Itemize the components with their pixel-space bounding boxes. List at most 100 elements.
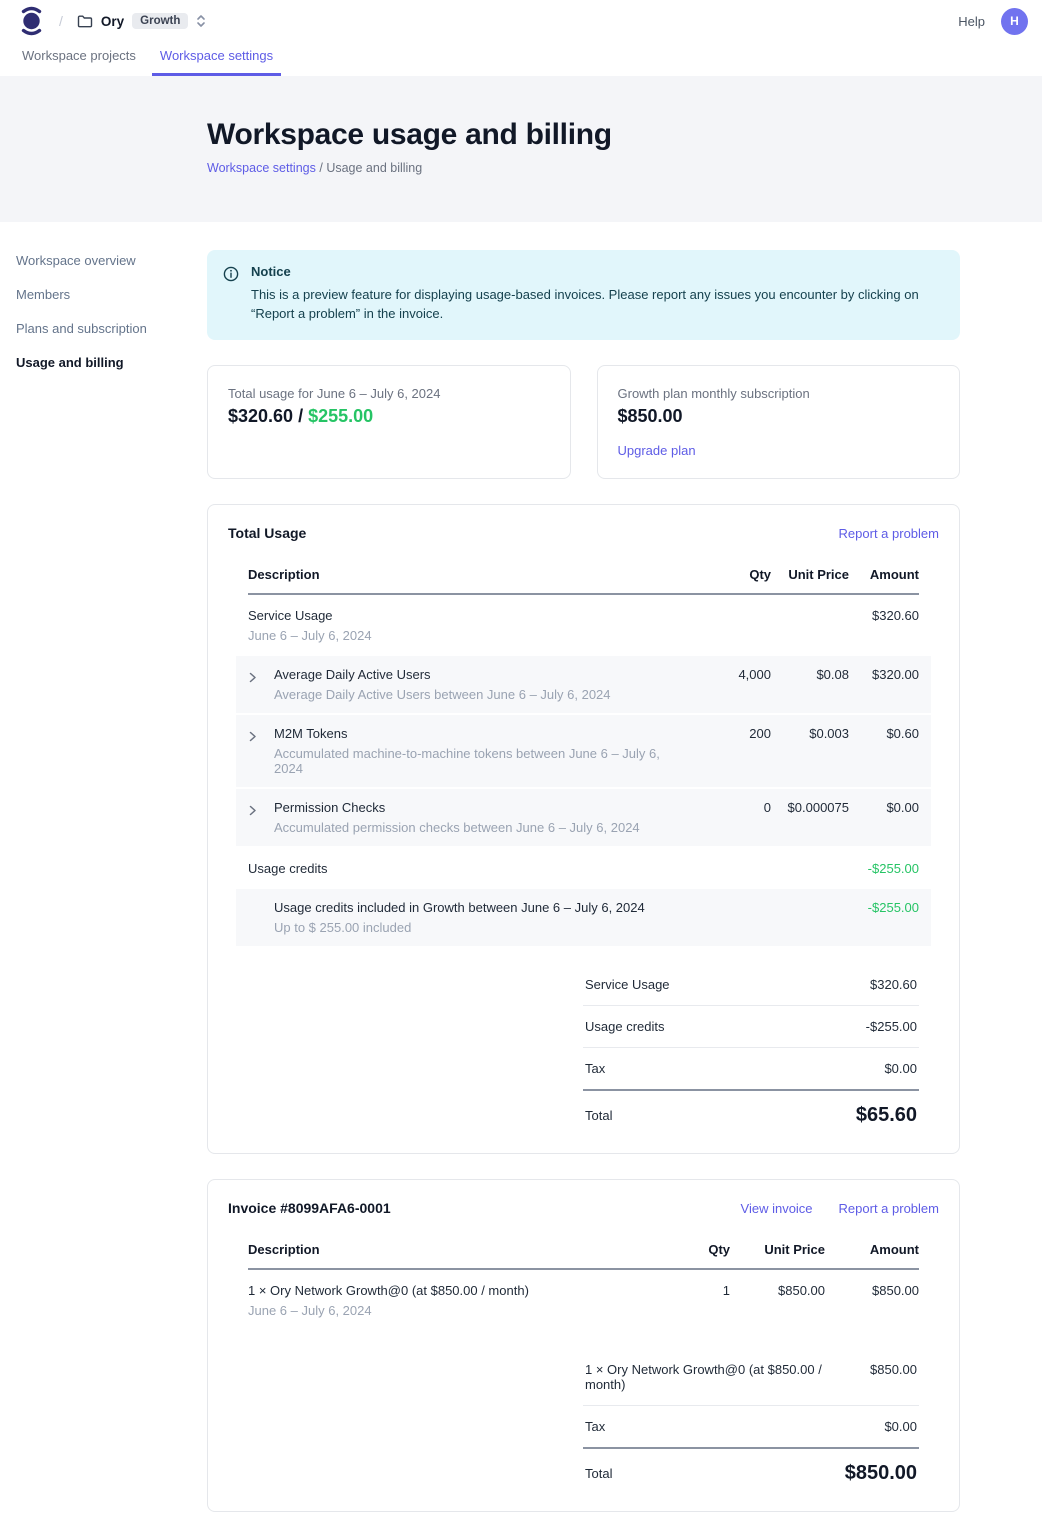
usage-item-row-m2m[interactable]: M2M Tokens Accumulated machine-to-machin… — [236, 715, 931, 788]
summary-row-total: Total $65.60 — [585, 1104, 917, 1127]
upgrade-plan-link[interactable]: Upgrade plan — [617, 443, 696, 459]
item-unit-price: $0.08 — [816, 667, 849, 683]
sidebar-item-plans-and-subscription[interactable]: Plans and subscription — [16, 321, 147, 336]
invoice-panel-title: Invoice #8099AFA6-0001 — [228, 1200, 391, 1217]
credit-detail-amount: -$255.00 — [867, 900, 919, 916]
summary-row-total: Total $850.00 — [585, 1462, 917, 1485]
usage-item-row-permission-checks[interactable]: Permission Checks Accumulated permission… — [236, 789, 931, 847]
line-unit-price: $850.00 — [778, 1283, 825, 1299]
col-unit-price: Unit Price — [764, 1242, 825, 1258]
expand-chevron-icon[interactable] — [248, 726, 266, 776]
item-subtitle: Average Daily Active Users between June … — [274, 687, 611, 703]
page-title: Workspace usage and billing — [207, 118, 612, 151]
usage-table: Description Qty Unit Price Amount Servic… — [236, 557, 931, 1127]
view-invoice-link[interactable]: View invoice — [740, 1201, 813, 1217]
workspace-selector[interactable]: Ory Growth — [77, 13, 207, 29]
total-usage-card: Total usage for June 6 – July 6, 2024 $3… — [207, 365, 571, 480]
line-qty: 1 — [722, 1283, 730, 1299]
expand-chevron-icon[interactable] — [248, 667, 266, 702]
credits-title: Usage credits — [248, 861, 328, 877]
notice-body: This is a preview feature for displaying… — [251, 287, 919, 322]
total-usage-value: $320.60 / $255.00 — [228, 406, 374, 427]
workspace-tabbar: Workspace projects Workspace settings — [0, 42, 1042, 76]
usage-summary: Service Usage $320.60 Usage credits -$255.… — [583, 964, 919, 1127]
breadcrumb-workspace-settings-link[interactable]: Workspace settings — [207, 161, 316, 175]
summary-row-service-usage: Service Usage $320.60 — [583, 964, 919, 1007]
notice-banner: Notice This is a preview feature for dis… — [207, 250, 960, 341]
credit-detail-title: Usage credits included in Growth between… — [274, 900, 645, 916]
sidebar-item-members[interactable]: Members — [16, 287, 71, 302]
group-title: Service Usage — [248, 608, 333, 624]
content-column: Notice This is a preview feature for dis… — [207, 250, 960, 1513]
notice-title: Notice — [251, 264, 291, 279]
credits-amount: -$255.00 — [867, 861, 919, 877]
invoice-line-row: 1 × Ory Network Growth@0 (at $850.00 / m… — [248, 1270, 919, 1331]
settings-sidebar: Workspace overview Members Plans and sub… — [0, 250, 207, 386]
summary-row-usage-credits: Usage credits -$255.00 — [583, 1006, 919, 1049]
summary-row-tax: Tax $0.00 — [583, 1048, 919, 1092]
col-description: Description — [248, 567, 320, 583]
sidebar-item-workspace-overview[interactable]: Workspace overview — [16, 253, 136, 268]
col-unit-price: Unit Price — [788, 567, 849, 583]
invoice-summary: 1 × Ory Network Growth@0 (at $850.00 / m… — [583, 1349, 919, 1485]
item-title: Average Daily Active Users — [274, 667, 431, 683]
col-amount: Amount — [869, 1242, 919, 1258]
usage-table-header: Description Qty Unit Price Amount — [248, 557, 919, 596]
item-title: M2M Tokens — [274, 726, 348, 742]
tab-workspace-projects[interactable]: Workspace projects — [22, 48, 136, 63]
col-amount: Amount — [869, 567, 919, 583]
plan-price: $850.00 — [617, 406, 683, 427]
invoice-total-value: $850.00 — [844, 1462, 917, 1485]
usage-group-row: Service Usage June 6 – July 6, 2024 $320… — [248, 595, 919, 656]
group-period: June 6 – July 6, 2024 — [248, 628, 372, 644]
workspace-plan-badge: Growth — [132, 13, 189, 29]
item-title: Permission Checks — [274, 800, 386, 816]
item-subtitle: Accumulated permission checks between Ju… — [274, 820, 640, 836]
total-usage-panel: Total Usage Report a problem Description… — [207, 504, 960, 1155]
item-amount: $320.00 — [872, 667, 919, 683]
page-hero: Workspace usage and billing Workspace se… — [0, 76, 1042, 222]
usage-credit-value: $255.00 — [308, 406, 374, 427]
line-period: June 6 – July 6, 2024 — [248, 1303, 372, 1319]
report-problem-link[interactable]: Report a problem — [838, 526, 939, 542]
usage-credit-detail-row: Usage credits included in Growth between… — [236, 889, 931, 947]
summary-row-tax: Tax $0.00 — [583, 1406, 919, 1450]
usage-item-row-adau[interactable]: Average Daily Active Users Average Daily… — [236, 656, 931, 714]
item-unit-price: $0.003 — [809, 726, 849, 742]
breadcrumb-separator: / — [59, 13, 63, 29]
total-usage-label: Total usage for June 6 – July 6, 2024 — [228, 386, 441, 402]
ory-logo-icon[interactable] — [18, 5, 45, 37]
col-qty: Qty — [749, 567, 771, 583]
invoice-table-header: Description Qty Unit Price Amount — [248, 1232, 919, 1271]
item-subtitle: Accumulated machine-to-machine tokens be… — [274, 746, 660, 777]
item-qty: 200 — [749, 726, 771, 742]
group-amount: $320.60 — [872, 608, 919, 624]
col-qty: Qty — [708, 1242, 730, 1258]
chevron-updown-icon[interactable] — [196, 14, 206, 28]
item-unit-price: $0.000075 — [787, 800, 849, 816]
report-problem-link[interactable]: Report a problem — [838, 1201, 939, 1217]
usage-panel-title: Total Usage — [228, 525, 307, 542]
info-icon — [223, 266, 239, 323]
invoice-table: Description Qty Unit Price Amount 1 × Or… — [248, 1232, 919, 1485]
item-amount: $0.00 — [886, 800, 919, 816]
workspace-name: Ory — [100, 13, 125, 29]
col-description: Description — [248, 1242, 320, 1258]
expand-chevron-icon[interactable] — [248, 800, 266, 835]
sidebar-item-usage-and-billing[interactable]: Usage and billing — [16, 355, 124, 370]
breadcrumb-current: Usage and billing — [326, 161, 423, 175]
item-amount: $0.60 — [886, 726, 919, 742]
folder-icon — [77, 14, 93, 28]
avatar[interactable]: H — [1001, 7, 1028, 35]
topbar: / Ory Growth Help H — [0, 0, 1042, 42]
item-qty: 0 — [763, 800, 771, 816]
line-title: 1 × Ory Network Growth@0 (at $850.00 / m… — [248, 1283, 529, 1299]
help-link[interactable]: Help — [958, 13, 985, 29]
summary-row-line-item: 1 × Ory Network Growth@0 (at $850.00 / m… — [583, 1349, 919, 1407]
tab-workspace-settings[interactable]: Workspace settings — [151, 42, 282, 76]
breadcrumb-slash: / — [319, 161, 323, 175]
line-amount: $850.00 — [872, 1283, 919, 1299]
plan-label: Growth plan monthly subscription — [617, 386, 810, 402]
invoice-panel: Invoice #8099AFA6-0001 View invoice Repo… — [207, 1179, 960, 1513]
usage-total-value: $65.60 — [855, 1104, 917, 1127]
